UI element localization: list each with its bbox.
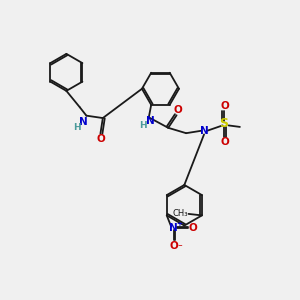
Text: N: N — [146, 116, 155, 126]
Text: O: O — [174, 105, 182, 115]
Text: H: H — [140, 121, 147, 130]
Text: S: S — [220, 117, 229, 130]
Text: H: H — [74, 123, 81, 132]
Text: N: N — [169, 223, 178, 233]
Text: O: O — [220, 101, 229, 111]
Text: O: O — [96, 134, 105, 144]
Text: CH₃: CH₃ — [173, 209, 188, 218]
Text: O: O — [169, 241, 178, 251]
Text: O: O — [189, 223, 197, 233]
Text: ⁻: ⁻ — [178, 243, 183, 252]
Text: N: N — [200, 126, 208, 136]
Text: N: N — [79, 117, 88, 127]
Text: O: O — [220, 137, 229, 147]
Text: +: + — [177, 221, 182, 227]
